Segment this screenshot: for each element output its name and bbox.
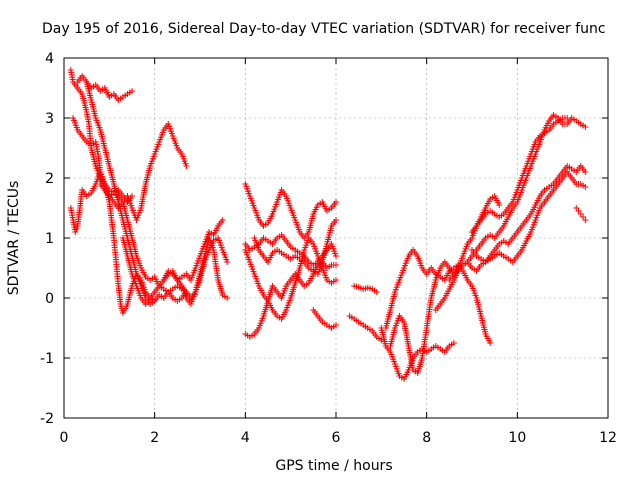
data-point bbox=[333, 217, 339, 223]
x-axis-label: GPS time / hours bbox=[275, 458, 392, 474]
y-axis-label: SDTVAR / TECUs bbox=[6, 181, 22, 296]
y-tick-labels: -2 -1 0 1 2 3 4 bbox=[40, 51, 54, 427]
data-point bbox=[183, 163, 190, 169]
x-tick-label: 6 bbox=[332, 430, 341, 446]
y-tick-label: 2 bbox=[45, 171, 54, 187]
data-point bbox=[450, 340, 457, 346]
data-point bbox=[333, 322, 339, 328]
x-tick-labels: 0 2 4 6 8 10 12 bbox=[60, 430, 617, 446]
data-point bbox=[582, 217, 589, 223]
data-point bbox=[487, 340, 494, 346]
x-tick-label: 8 bbox=[422, 430, 431, 446]
x-tick-label: 2 bbox=[150, 430, 159, 446]
data-point bbox=[333, 253, 339, 259]
data-point bbox=[129, 88, 135, 94]
data-point bbox=[72, 229, 79, 235]
data-point bbox=[219, 217, 226, 223]
y-tick-label: 0 bbox=[45, 291, 54, 307]
data-point bbox=[333, 199, 339, 205]
data-point bbox=[496, 202, 503, 208]
data-point bbox=[582, 184, 589, 190]
y-tick-label: -1 bbox=[40, 351, 54, 367]
y-tick-label: 3 bbox=[45, 111, 54, 127]
data-point bbox=[224, 259, 231, 265]
data-point bbox=[373, 289, 380, 295]
data-point bbox=[582, 169, 589, 175]
chart-title: Day 195 of 2016, Sidereal Day-to-day VTE… bbox=[42, 21, 606, 37]
data-point bbox=[333, 277, 339, 283]
x-tick-label: 0 bbox=[60, 430, 69, 446]
plot-frame bbox=[63, 57, 609, 419]
data-point bbox=[224, 295, 231, 301]
data-point bbox=[333, 262, 339, 268]
data-point-interp bbox=[73, 226, 80, 232]
data-points bbox=[67, 67, 589, 382]
y-tick-label: -2 bbox=[40, 411, 54, 427]
y-tick-label: 1 bbox=[45, 231, 54, 247]
x-tick-label: 10 bbox=[508, 430, 526, 446]
x-tick-label: 12 bbox=[599, 430, 617, 446]
axes bbox=[63, 57, 609, 419]
y-tick-label: 4 bbox=[45, 51, 54, 67]
data-point bbox=[564, 115, 571, 121]
data-point bbox=[151, 298, 158, 304]
data-point bbox=[582, 124, 589, 130]
x-tick-label: 4 bbox=[241, 430, 250, 446]
